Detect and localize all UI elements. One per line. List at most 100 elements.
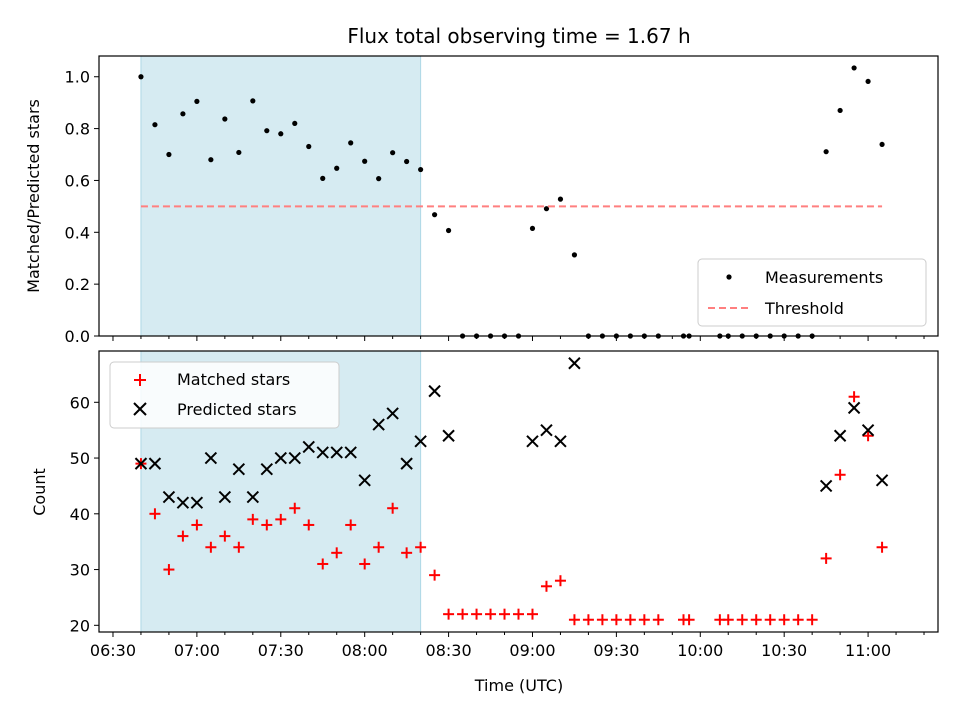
matched-point [429, 569, 441, 581]
predicted-legend-label: Predicted stars [177, 400, 297, 419]
matched-point [596, 614, 608, 626]
matched-point [820, 552, 832, 564]
measurement-point [264, 128, 270, 134]
matched-point [652, 614, 664, 626]
predicted-point [861, 423, 875, 437]
predicted-point [372, 418, 385, 431]
matched-point [149, 508, 161, 520]
measurement-point [292, 120, 298, 127]
predicted-point [302, 440, 315, 454]
predicted-point [330, 446, 343, 459]
matched-point [191, 519, 203, 531]
bottom-plot-area [134, 357, 889, 626]
measurements-legend-marker [726, 274, 732, 280]
predicted-point [847, 401, 861, 415]
matched-point [540, 580, 552, 592]
predicted-point [833, 429, 847, 442]
x-tick-label: 08:00 [342, 641, 388, 660]
top-y-axis-label: Matched/Predicted stars [24, 99, 43, 293]
y-tick-label: 0.8 [65, 120, 90, 139]
measurement-point [166, 151, 172, 158]
y-tick-label: 30 [70, 561, 90, 580]
measurement-point [278, 131, 284, 137]
matched-point [331, 547, 343, 559]
measurement-point [571, 252, 578, 258]
y-tick-label: 40 [70, 505, 90, 524]
matched-point [485, 608, 497, 620]
bottom-legend-frame [109, 361, 340, 429]
measurement-point [879, 141, 885, 148]
predicted-point [344, 446, 357, 459]
threshold-legend-label: Threshold [764, 299, 844, 318]
x-tick-label: 09:00 [509, 641, 555, 660]
measurement-point [236, 149, 242, 156]
predicted-point [260, 462, 274, 476]
matched-point [792, 614, 804, 626]
matched-point [163, 564, 175, 576]
measurement-point [194, 98, 200, 104]
y-tick-label: 60 [70, 393, 90, 412]
y-tick-label: 0.6 [65, 171, 90, 190]
matched-point [526, 608, 538, 620]
predicted-point [176, 496, 190, 509]
measurement-point [250, 98, 256, 104]
predicted-point [428, 384, 441, 398]
matched-point [345, 519, 357, 531]
measurement-point [418, 166, 424, 173]
predicted-point [386, 407, 399, 420]
predicted-point [162, 490, 176, 504]
measurement-point [865, 78, 871, 85]
measurement-point [823, 149, 829, 155]
measurement-point [362, 158, 368, 164]
matched-point [683, 614, 695, 626]
measurement-point [152, 122, 158, 128]
matched-point [750, 614, 762, 626]
matched-point [862, 430, 874, 442]
measurement-point [306, 143, 312, 150]
measurement-point [348, 140, 354, 146]
matched-legend-marker [134, 374, 146, 386]
matched-point [806, 614, 818, 626]
matched-point [205, 541, 217, 553]
top-y-axis: 0.0 0.2 0.4 0.6 0.8 1.0 [65, 68, 99, 346]
predicted-point [358, 474, 371, 487]
matched-point [303, 519, 315, 531]
y-tick-label: 0.4 [65, 223, 90, 242]
predicted-point [875, 474, 889, 487]
x-tick-label: 08:30 [426, 641, 472, 660]
y-tick-label: 1.0 [65, 68, 90, 87]
y-tick-label: 50 [70, 449, 90, 468]
measurement-point [320, 175, 326, 181]
measurement-point [376, 176, 382, 182]
measurement-point [390, 150, 396, 156]
predicted-point [442, 429, 455, 442]
predicted-point [232, 462, 246, 476]
matched-point [219, 530, 231, 542]
bottom-panel: 20 30 40 50 60 06:30 07:00 07:30 08:00 08:30 09:0… [30, 350, 939, 695]
matched-point [401, 547, 413, 559]
matched-point [373, 541, 385, 553]
matched-legend-label: Matched stars [177, 370, 290, 389]
x-axis-label: Time (UTC) [474, 676, 563, 695]
x-tick-label: 11:00 [845, 641, 891, 660]
measurement-point [445, 227, 452, 234]
matched-point [513, 608, 524, 620]
matched-point [848, 391, 860, 403]
x-tick-label: 07:30 [258, 641, 304, 660]
measurement-point [851, 65, 857, 71]
predicted-point [148, 457, 162, 470]
x-tick-label: 10:00 [677, 641, 723, 660]
matched-point [624, 614, 636, 626]
predicted-legend-marker [133, 402, 147, 416]
matched-point [638, 614, 650, 626]
matched-point [834, 469, 846, 481]
measurement-point [334, 165, 340, 171]
measurement-point [222, 116, 228, 122]
predicted-point [134, 457, 148, 470]
y-tick-label: 20 [70, 616, 90, 635]
matched-point [275, 513, 287, 525]
predicted-point [568, 357, 581, 370]
bottom-axes-frame [98, 350, 939, 633]
measurement-point [180, 111, 186, 117]
